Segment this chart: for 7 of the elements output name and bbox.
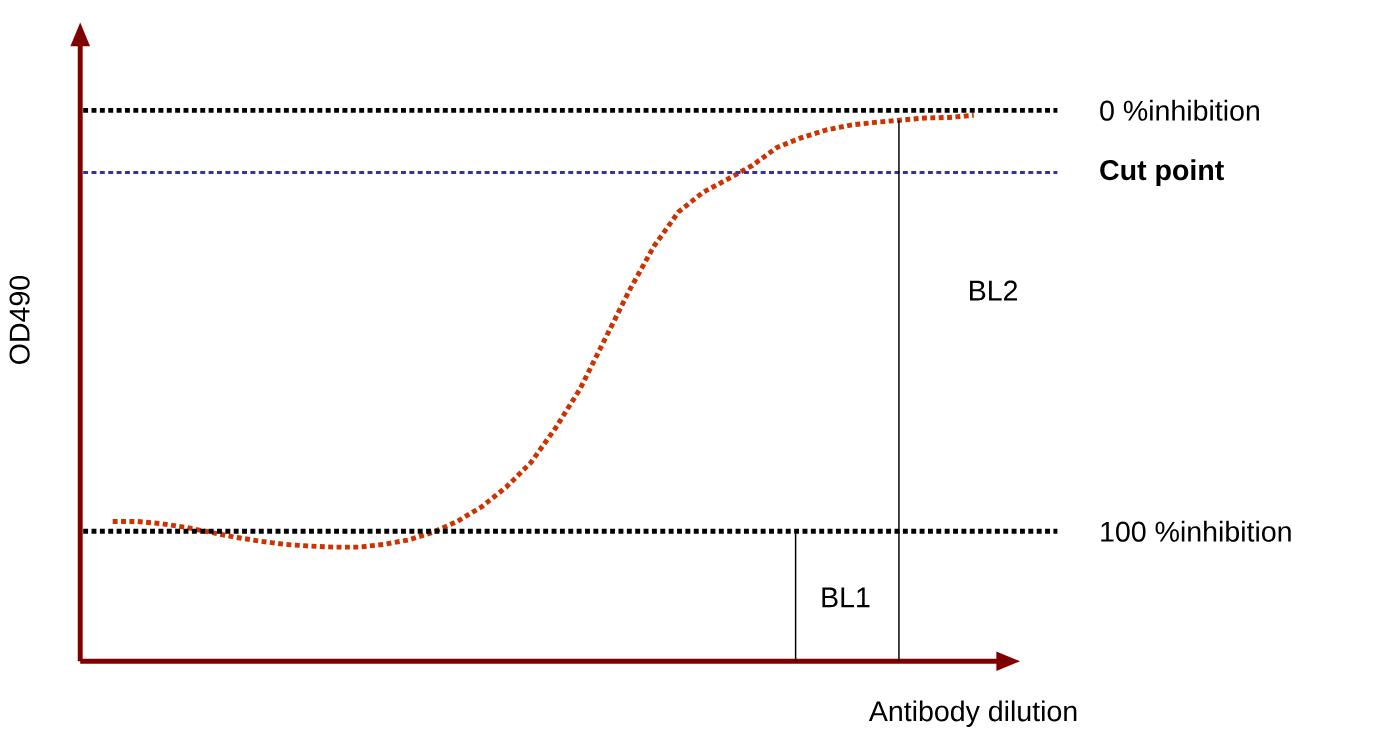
ref-line-label: 0 %inhibition [1100,100,1259,122]
y-axis-title: OD490 [9,276,30,365]
x-axis-title: Antibody dilution [868,700,1077,728]
annotation: BL1 [822,587,870,608]
annotation: BL2 [970,280,1018,301]
ref-line-label: 100 %inhibition [1101,521,1291,543]
ref-line-label: Cut point [1100,159,1224,187]
